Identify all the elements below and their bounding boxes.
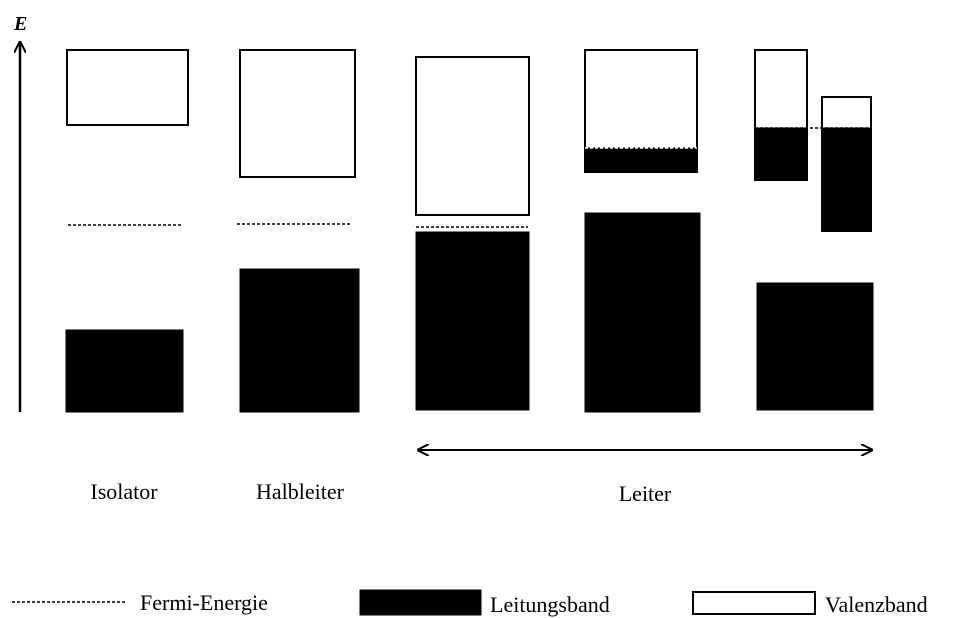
legend-filled-swatch	[359, 589, 482, 616]
filled-part	[584, 147, 698, 173]
band-box	[415, 231, 530, 411]
band-box	[66, 49, 189, 126]
band-box	[239, 49, 356, 178]
filled-part	[754, 127, 808, 181]
band-box	[584, 212, 701, 413]
legend-label: Fermi-Energie	[140, 590, 268, 615]
legend-label: Valenzband	[825, 592, 928, 617]
band-box	[415, 56, 530, 216]
legend-empty-swatch	[692, 591, 816, 615]
category-label: Leiter	[619, 481, 672, 506]
axis-label: E	[13, 13, 27, 35]
filled-part	[821, 127, 872, 232]
category-label: Isolator	[90, 479, 158, 504]
category-label: Halbleiter	[256, 479, 345, 504]
legend-label: Leitungsband	[490, 592, 610, 617]
band-box	[239, 268, 360, 413]
band-box	[65, 329, 184, 413]
band-box	[756, 282, 874, 411]
